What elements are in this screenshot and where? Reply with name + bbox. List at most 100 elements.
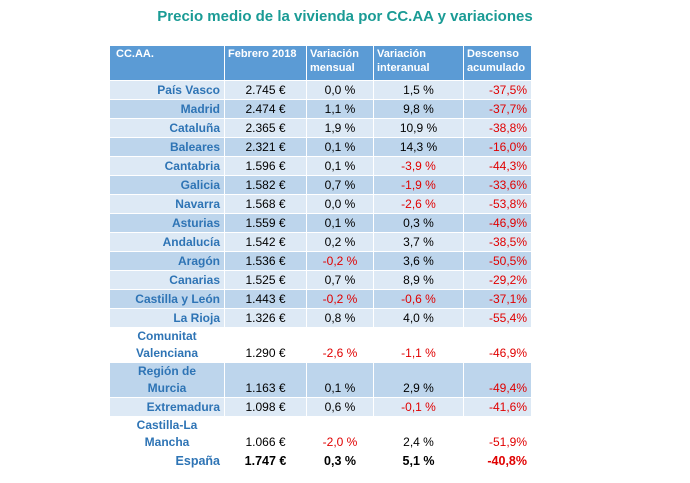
region-cell: País Vasco <box>109 80 225 100</box>
annual-cell: 8,9 % <box>373 270 464 290</box>
region-cell: Cantabria <box>109 156 225 176</box>
annual-cell: 0,3 % <box>373 213 464 233</box>
annual-cell: -0,6 % <box>373 289 464 309</box>
table-row: Andalucía 1.542 €0,2 % 3,7 % -38,5% <box>109 232 532 252</box>
table-row: Extremadura 1.098 €0,6 % -0,1 % -41,6% <box>109 397 532 417</box>
monthly-cell: 0,2 % <box>306 232 374 252</box>
region-line2: Mancha <box>144 435 190 449</box>
cumulative-cell: -49,4% <box>463 362 532 398</box>
cumulative-cell: -40,8% <box>463 451 532 471</box>
region-line1: Región de <box>137 364 196 378</box>
annual-cell: 2,9 % <box>373 362 464 398</box>
monthly-cell: 0,7 % <box>306 175 374 195</box>
table-row: País Vasco 2.745 €0,0 % 1,5 % -37,5% <box>109 80 532 100</box>
header-monthly: Variación mensual <box>306 45 374 81</box>
price-cell: 1.536 € <box>224 251 307 271</box>
monthly-cell: -0,2 % <box>306 251 374 271</box>
table-row: Castilla-La Mancha 1.066 € -2,0 % 2,4 % -51,9… <box>109 416 532 452</box>
header-annual-line2: interanual <box>377 62 430 74</box>
annual-cell: 4,0 % <box>373 308 464 328</box>
monthly-cell: 0,1 % <box>306 137 374 157</box>
monthly-cell: 0,1 % <box>306 213 374 233</box>
region-cell: Galicia <box>109 175 225 195</box>
annual-cell: -1,9 % <box>373 175 464 195</box>
region-line1: Comunitat <box>137 329 197 343</box>
region-cell: Región de Murcia <box>109 362 225 398</box>
region-cell: Madrid <box>109 99 225 119</box>
annual-cell: 2,4 % <box>373 416 464 452</box>
region-cell: La Rioja <box>109 308 225 328</box>
cumulative-cell: -16,0% <box>463 137 532 157</box>
annual-cell: 14,3 % <box>373 137 464 157</box>
price-cell: 1.559 € <box>224 213 307 233</box>
annual-cell: 3,6 % <box>373 251 464 271</box>
table-row: Galicia 1.582 €0,7 % -1,9 % -33,6% <box>109 175 532 195</box>
table-row: Cantabria 1.596 €0,1 % -3,9 % -44,3% <box>109 156 532 176</box>
price-cell: 1.568 € <box>224 194 307 214</box>
annual-cell: 9,8 % <box>373 99 464 119</box>
annual-cell: 3,7 % <box>373 232 464 252</box>
monthly-cell: 1,1 % <box>306 99 374 119</box>
price-cell: 1.066 € <box>224 416 307 452</box>
annual-cell: -2,6 % <box>373 194 464 214</box>
region-line2: Valenciana <box>135 346 199 360</box>
monthly-cell: 0,8 % <box>306 308 374 328</box>
annual-cell: 5,1 % <box>373 451 464 471</box>
header-price: Febrero 2018 <box>224 45 307 81</box>
cumulative-cell: -37,7% <box>463 99 532 119</box>
price-cell: 1.326 € <box>224 308 307 328</box>
cumulative-cell: -33,6% <box>463 175 532 195</box>
cumulative-cell: -41,6% <box>463 397 532 417</box>
price-cell: 2.474 € <box>224 99 307 119</box>
header-cumulative: Descenso acumulado <box>463 45 532 81</box>
price-cell: 2.321 € <box>224 137 307 157</box>
table-row: Región de Murcia 1.163 €0,1 % 2,9 % -49,4% <box>109 362 532 398</box>
table-row: Castilla y León 1.443 € -0,2 % -0,6 % -37,1% <box>109 289 532 309</box>
price-table: CC.AA. Febrero 2018 Variación mensual Var… <box>109 45 532 471</box>
price-cell: 1.098 € <box>224 397 307 417</box>
cumulative-cell: -37,5% <box>463 80 532 100</box>
region-cell: Asturias <box>109 213 225 233</box>
monthly-cell: -0,2 % <box>306 289 374 309</box>
table-row: Comunitat Valenciana 1.290 € -2,6 % -1,1 % -4… <box>109 327 532 363</box>
cumulative-cell: -53,8% <box>463 194 532 214</box>
annual-cell: -3,9 % <box>373 156 464 176</box>
monthly-cell: 1,9 % <box>306 118 374 138</box>
monthly-cell: -2,0 % <box>306 416 374 452</box>
cumulative-cell: -37,1% <box>463 289 532 309</box>
cumulative-cell: -51,9% <box>463 416 532 452</box>
cumulative-cell: -38,8% <box>463 118 532 138</box>
region-cell: Andalucía <box>109 232 225 252</box>
region-cell: Castilla y León <box>109 289 225 309</box>
table-row: Canarias 1.525 €0,7 % 8,9 % -29,2% <box>109 270 532 290</box>
region-cell: Canarias <box>109 270 225 290</box>
cumulative-cell: -50,5% <box>463 251 532 271</box>
price-cell: 1.290 € <box>224 327 307 363</box>
monthly-cell: 0,3 % <box>306 451 374 471</box>
header-row: CC.AA. Febrero 2018 Variación mensual Var… <box>109 45 532 81</box>
region-cell: Castilla-La Mancha <box>109 416 225 452</box>
header-cumulative-line1: Descenso <box>467 48 519 60</box>
table-title: Precio medio de la vivienda por CC.AA y … <box>157 8 533 25</box>
cumulative-cell: -55,4% <box>463 308 532 328</box>
annual-cell: -0,1 % <box>373 397 464 417</box>
region-line1: Castilla-La <box>136 418 198 432</box>
price-cell: 2.365 € <box>224 118 307 138</box>
table-row: Baleares 2.321 €0,1 % 14,3 % -16,0% <box>109 137 532 157</box>
table-row: Madrid 2.474 €1,1 % 9,8 % -37,7% <box>109 99 532 119</box>
monthly-cell: 0,7 % <box>306 270 374 290</box>
table-row: Navarra 1.568 €0,0 % -2,6 % -53,8% <box>109 194 532 214</box>
region-cell: España <box>109 451 225 471</box>
header-monthly-line1: Variación <box>310 48 359 60</box>
price-cell: 1.596 € <box>224 156 307 176</box>
monthly-cell: 0,1 % <box>306 362 374 398</box>
table-row: Aragón 1.536 € -0,2 % 3,6 % -50,5% <box>109 251 532 271</box>
table-row: Asturias 1.559 €0,1 % 0,3 % -46,9% <box>109 213 532 233</box>
monthly-cell: -2,6 % <box>306 327 374 363</box>
cumulative-cell: -44,3% <box>463 156 532 176</box>
monthly-cell: 0,0 % <box>306 194 374 214</box>
header-region: CC.AA. <box>109 45 225 81</box>
region-cell: Extremadura <box>109 397 225 417</box>
cumulative-cell: -29,2% <box>463 270 532 290</box>
header-annual: Variación interanual <box>373 45 464 81</box>
